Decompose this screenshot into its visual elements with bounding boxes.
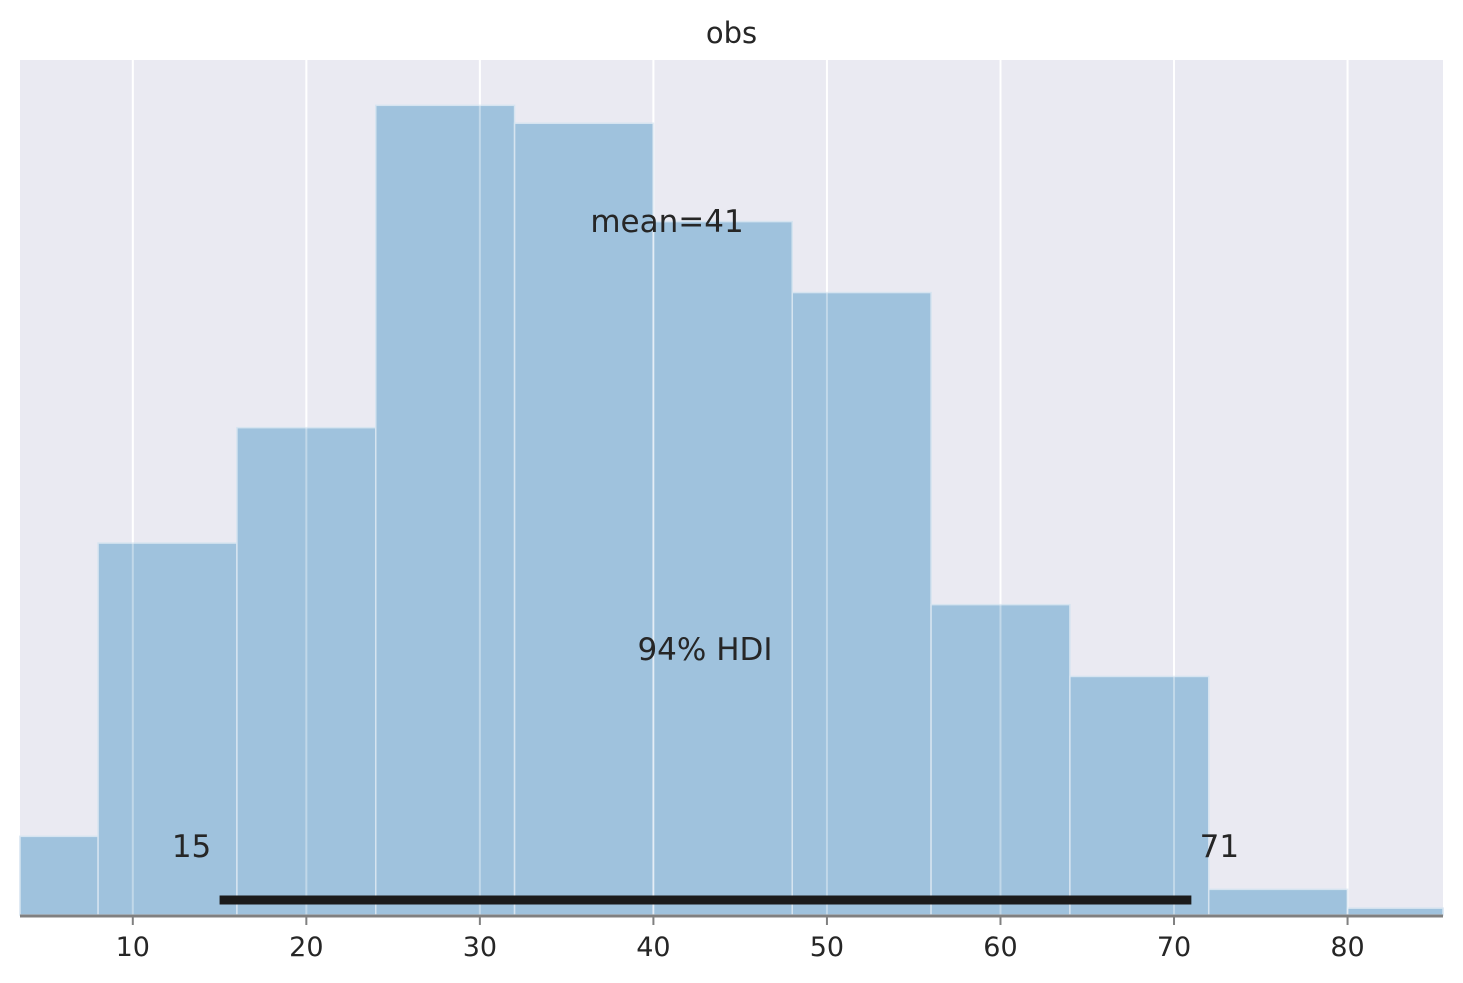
histogram-bar [19, 835, 99, 916]
histogram-bar [236, 426, 377, 916]
hdi-low-label: 15 [172, 829, 211, 865]
hdi-label: 94% HDI [637, 632, 772, 668]
histogram-bar [375, 104, 516, 916]
mean-annotation: mean=41 [590, 204, 743, 240]
chart-title: obs [706, 16, 757, 50]
x-tick-label: 30 [463, 932, 497, 963]
histogram-bar [513, 122, 655, 916]
histogram-bar [1346, 907, 1444, 916]
x-tick-label: 50 [810, 932, 844, 963]
x-tick-label: 60 [983, 932, 1017, 963]
hdi-high-label: 71 [1200, 829, 1239, 865]
histogram-bars [19, 60, 1444, 916]
x-tick-label: 20 [289, 932, 323, 963]
x-axis-ticks: 10 20 30 40 50 60 70 80 [116, 917, 1365, 963]
histogram-bar [97, 542, 238, 916]
histogram-bar [791, 291, 932, 916]
x-tick-label: 70 [1157, 932, 1191, 963]
x-tick-label: 40 [636, 932, 670, 963]
histogram-bar [1069, 675, 1210, 916]
x-tick-label: 10 [116, 932, 150, 963]
x-tick-label: 80 [1330, 932, 1364, 963]
histogram-bar [652, 220, 793, 916]
histogram-bar [1207, 888, 1349, 916]
